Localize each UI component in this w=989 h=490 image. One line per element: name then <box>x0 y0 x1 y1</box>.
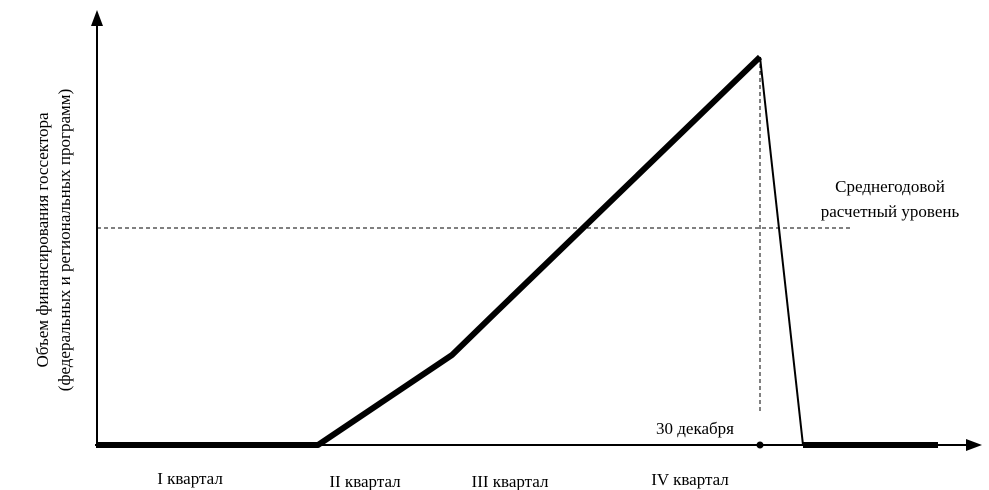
quarter-label: IV квартал <box>651 470 729 489</box>
date-point <box>756 441 764 449</box>
annotation: расчетный уровень <box>821 202 960 221</box>
annotation: Среднегодовой <box>835 177 945 196</box>
financing-curve <box>97 54 763 448</box>
y-axis-label: Объем финансирования госсектора <box>33 112 52 368</box>
quarter-label: III квартал <box>472 472 549 490</box>
financing-drop <box>759 56 804 446</box>
date-label: 30 декабря <box>656 419 734 438</box>
quarter-label: II квартал <box>329 472 401 490</box>
quarter-label: I квартал <box>157 469 223 488</box>
y-axis-arrow <box>91 10 103 26</box>
y-axis-label: (федеральных и региональных программ) <box>55 89 74 391</box>
x-axis-arrow <box>966 439 982 451</box>
